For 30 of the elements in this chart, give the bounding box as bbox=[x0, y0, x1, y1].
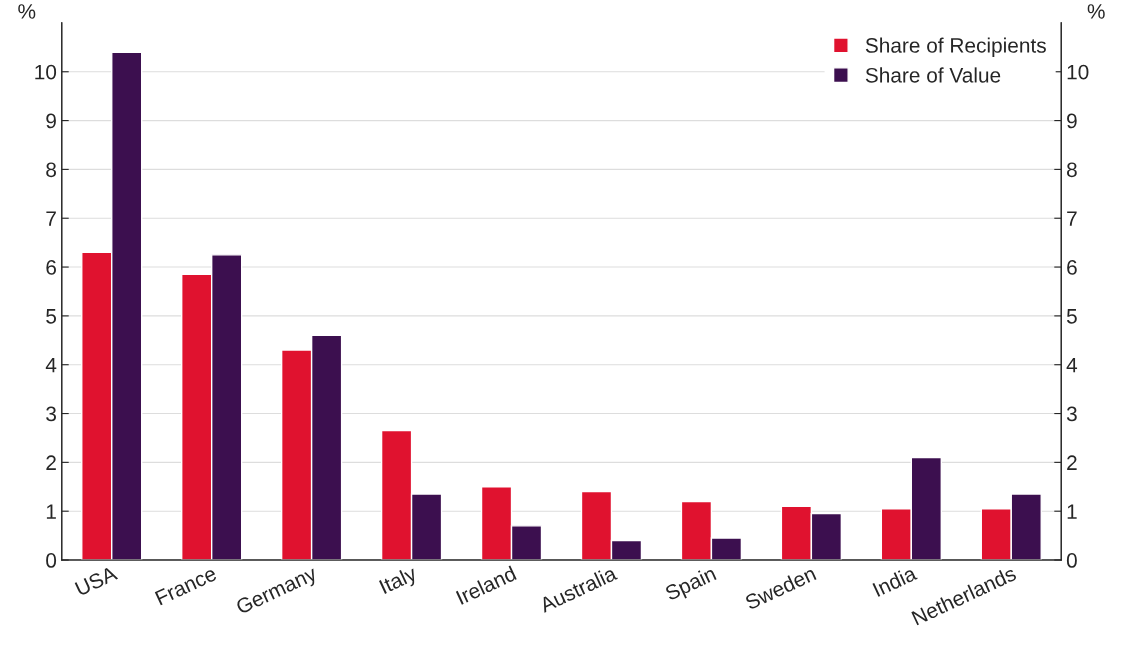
y2-tick-label: 5 bbox=[1066, 309, 1077, 324]
legend-label: Share of Recipients bbox=[865, 37, 1046, 57]
y-tick-label: 6 bbox=[46, 260, 56, 275]
y2-tick-label: 0 bbox=[1066, 553, 1077, 568]
y2-tick-label: 8 bbox=[1067, 162, 1077, 178]
x-tick-label: France bbox=[154, 565, 218, 606]
y2-tick-label: 4 bbox=[1066, 357, 1078, 373]
y2-tick-label: 2 bbox=[1067, 455, 1077, 470]
y2-tick-label: 6 bbox=[1067, 260, 1077, 275]
x-tick-label: Spain bbox=[663, 565, 719, 605]
y2-tick-label: 9 bbox=[1067, 113, 1077, 129]
y-tick-label: 4 bbox=[45, 357, 57, 373]
y-tick-label: 10 bbox=[35, 64, 57, 80]
y2-tick-label: 7 bbox=[1067, 211, 1077, 226]
y-axis-title: % bbox=[18, 4, 36, 19]
y-tick-label: 3 bbox=[46, 406, 56, 422]
legend-label: Share of Value bbox=[865, 67, 1001, 83]
y2-tick-label: 1 bbox=[1067, 504, 1077, 519]
y-tick-label: 5 bbox=[46, 309, 57, 324]
x-tick-label: USA bbox=[74, 565, 119, 597]
y-tick-label: 1 bbox=[46, 504, 56, 519]
y-tick-label: 7 bbox=[46, 211, 56, 226]
y2-tick-label: 10 bbox=[1067, 64, 1089, 80]
y-tick-label: 8 bbox=[46, 162, 56, 178]
y-tick-label: 9 bbox=[46, 113, 56, 129]
y2-tick-label: 3 bbox=[1066, 406, 1077, 422]
y-tick-label: 0 bbox=[46, 553, 57, 568]
x-tick-label: Italy bbox=[378, 564, 420, 598]
y2-axis-title: % bbox=[1087, 4, 1105, 19]
y-tick-label: 2 bbox=[46, 455, 56, 470]
